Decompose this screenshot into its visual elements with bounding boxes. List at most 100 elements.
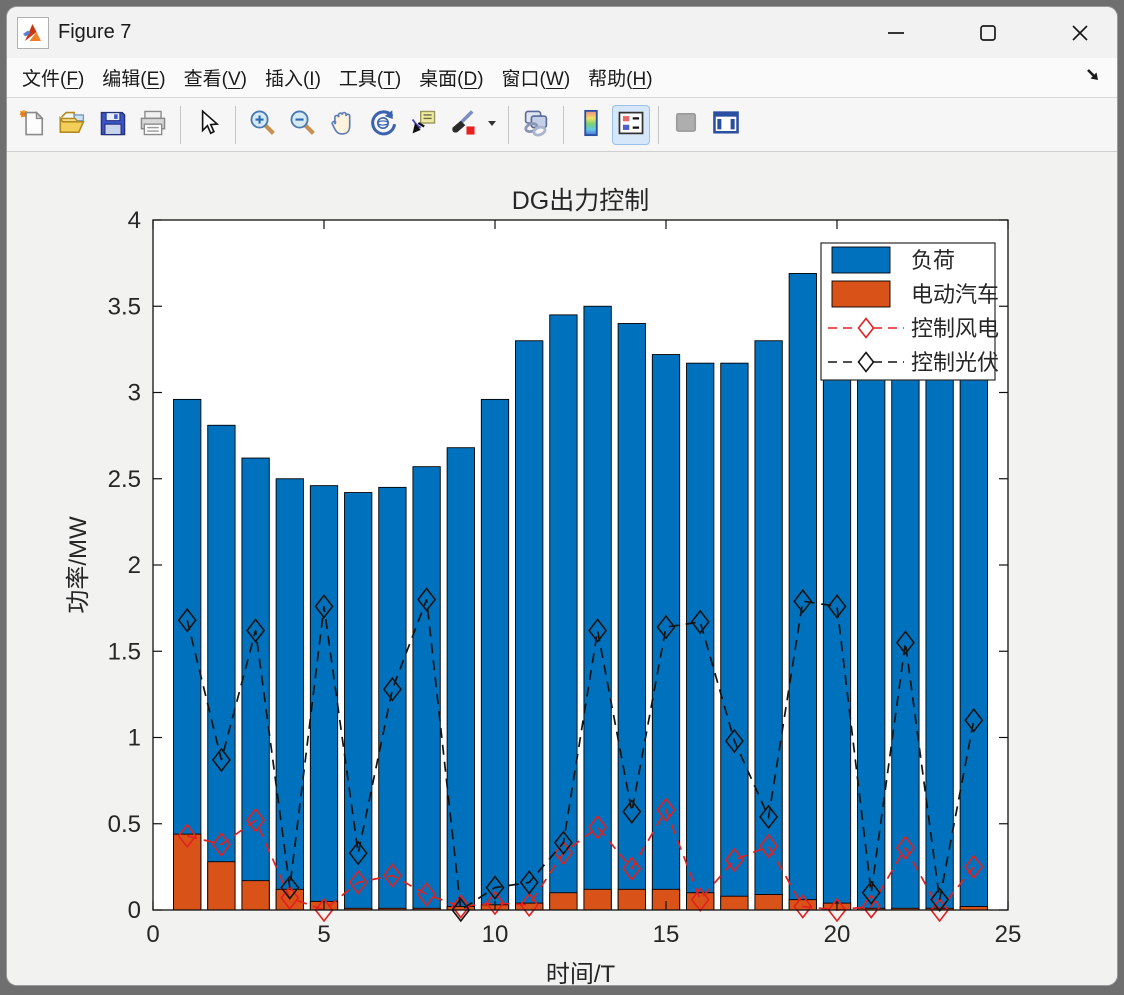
bar-ev-1 [173,833,202,911]
x-axis-label: 时间/T [546,961,616,985]
menu-item-E[interactable]: 编辑(E) [102,69,166,90]
toolbar-separator [563,105,564,144]
menu-item-D[interactable]: 桌面(D) [419,69,484,90]
toolbar-separator [508,105,509,144]
y-tick-label: 3.5 [108,293,141,320]
bar-load-20 [822,348,852,911]
x-tick-label: 15 [653,921,680,948]
menu-item-V[interactable]: 查看(V) [183,69,247,90]
insert-colorbar-button[interactable] [572,105,610,145]
close-button[interactable] [1057,16,1103,50]
y-tick-label: 2 [128,552,141,579]
print-icon [138,108,168,141]
legend-marker-4 [857,351,875,373]
zoom-in-button[interactable] [244,105,282,145]
toolbar-separator [658,105,659,144]
colorbar-icon [576,108,606,141]
title-bar[interactable]: Figure 7 [7,7,1117,58]
x-tick-label: 5 [317,921,330,948]
menu-bar: 文件(F) 编辑(E) 查看(V) 插入(I) 工具(T) 桌面(D) 窗口(W) 帮助(H) [7,58,1117,98]
legend-icon [616,108,646,141]
menu-item-H[interactable]: 帮助(H) [588,69,653,90]
rotate-icon [368,108,398,141]
x-tick-label: 10 [482,921,509,948]
data-cursor-button[interactable] [404,105,442,145]
menu-item-W[interactable]: 窗口(W) [501,69,571,90]
y-tick-label: 0.5 [108,811,141,838]
y-axis-label: 功率/MW [65,516,92,614]
brush-icon [448,108,478,141]
bar-load-7 [378,486,407,911]
save-icon [98,108,128,141]
bar-ev-12 [549,892,578,911]
bar-ev-13 [583,888,612,911]
new-figure-button[interactable] [14,105,52,145]
save-figure-button[interactable] [94,105,132,145]
toolbar-separator [235,105,236,144]
y-tick-label: 4 [128,207,141,234]
print-button[interactable] [134,105,172,145]
bar-load-14 [617,323,646,911]
bar-load-19 [788,273,817,911]
menu-item-I[interactable]: 插入(I) [264,69,321,90]
bar-ev-14 [617,888,646,911]
bar-ev-16 [686,892,715,911]
bar-load-22 [891,338,920,911]
axes: 0 5 10 15 20 25 0 0.5 1 1.5 2 2.5 3 3.5 4 [108,207,1022,948]
bars-load [173,273,988,911]
link-plots-button[interactable] [517,105,555,145]
figure-window: Figure 7 文件(F) 编辑(E) 查看(V) 插入(I) 工具(T) 桌面(D) 窗… [7,7,1117,985]
bar-load-3 [241,457,270,911]
bar-ev-3 [241,880,270,911]
bar-load-17 [720,362,749,911]
zoom-out-button[interactable] [284,105,322,145]
bar-ev-19 [788,899,817,911]
link-icon [521,108,551,141]
y-tick-label: 3 [128,380,141,407]
bar-load-2 [207,424,236,911]
insert-legend-button[interactable] [612,104,650,145]
bar-load-15 [651,354,681,911]
menu-item-F[interactable]: 文件(F) [22,69,85,90]
rotate-3d-button[interactable] [364,105,402,145]
figure-canvas: 0 5 10 15 20 25 0 0.5 1 1.5 2 2.5 3 3.5 4 DG出力控制 时间/T 功率/… [7,152,1117,985]
brush-button[interactable] [444,105,482,145]
zoom-out-icon [288,108,318,141]
hand-icon [328,108,358,141]
bar-ev-17 [720,895,749,911]
y-tick-label: 1 [128,725,141,752]
open-file-button[interactable] [54,105,92,145]
datatip-icon [408,108,438,141]
disabled-button [667,105,705,145]
maximize-button[interactable] [965,16,1011,50]
dock-figure-button[interactable] [707,105,745,145]
x-tick-label: 20 [824,921,851,948]
x-tick-label: 25 [995,921,1022,948]
bar-load-12 [549,314,578,911]
brush-dropdown[interactable] [484,105,500,145]
bar-load-8 [412,466,441,911]
dock-arrow-icon[interactable] [1083,65,1103,90]
legend-swatch-2 [831,280,891,308]
line-wind [177,797,984,923]
pan-button[interactable] [324,105,362,145]
bar-load-6 [344,492,373,911]
bar-load-21 [857,354,886,911]
edit-plot-button[interactable] [189,105,227,145]
line-pv [177,587,984,923]
dock-icon [711,108,741,141]
toolbar-separator [180,105,181,144]
dropdown-arrow-icon [486,108,498,141]
zoom-in-icon [248,108,278,141]
legend-label-1: 负荷 [911,248,955,273]
menu-item-T[interactable]: 工具(T) [338,69,402,90]
minimize-button[interactable] [873,16,919,50]
y-tick-label: 2.5 [108,466,141,493]
bar-ev-2 [207,861,236,911]
window-title: Figure 7 [58,21,132,43]
legend-swatch-1 [831,246,891,274]
bar-load-18 [754,340,783,911]
legend-label-4: 控制光伏 [911,350,999,375]
